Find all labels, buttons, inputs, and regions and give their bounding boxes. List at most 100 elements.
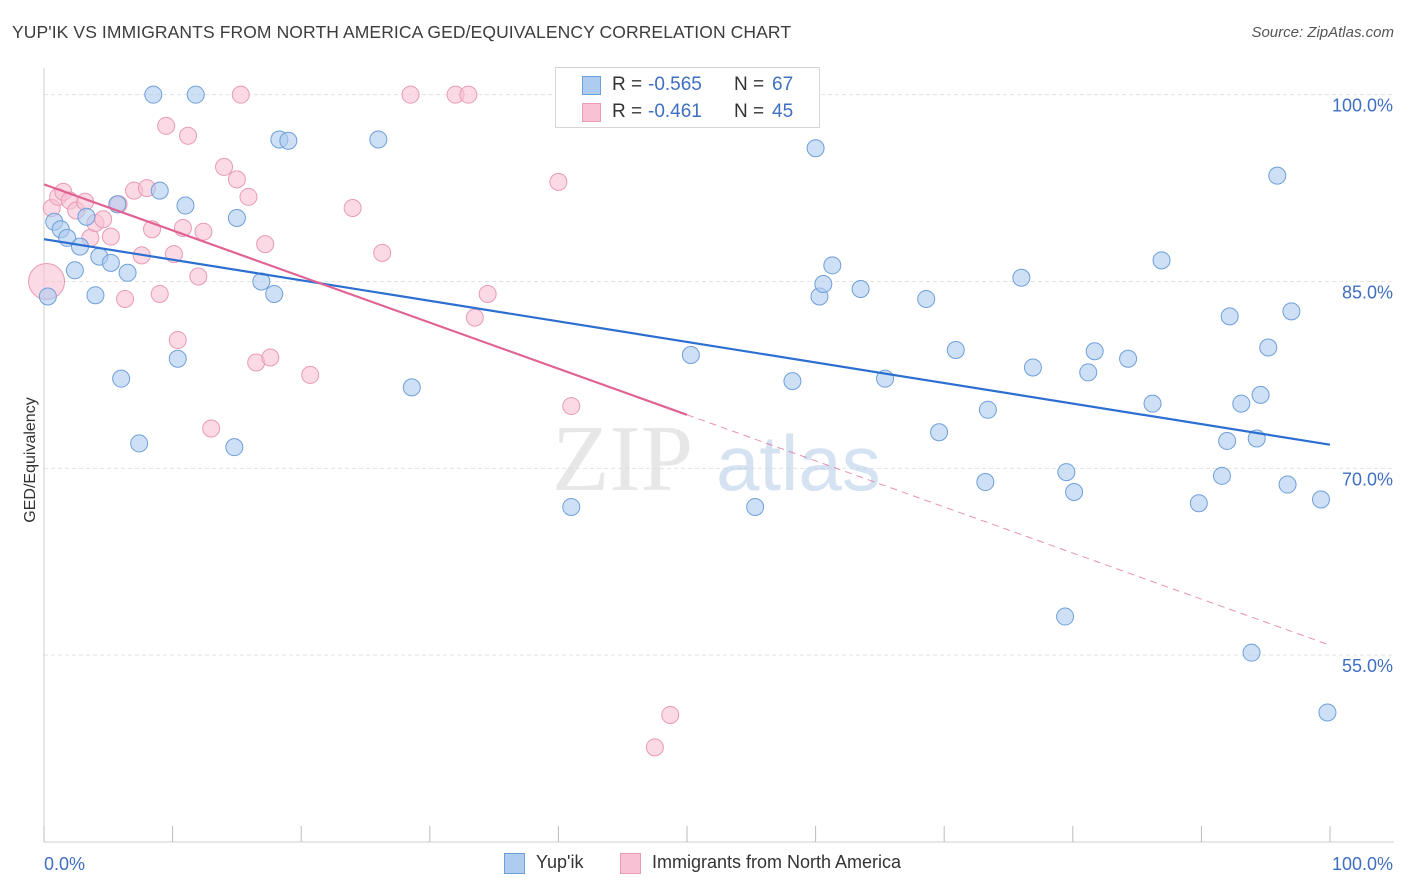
yupik-point [402, 378, 421, 397]
yupik-point [1311, 490, 1330, 509]
immigrants-trendline-dashed [686, 414, 1331, 646]
legend-swatch-blue [582, 76, 601, 95]
yupik-point [369, 130, 388, 149]
immigrants-trendline [43, 183, 688, 416]
immigrants-point [94, 210, 113, 229]
y-tick-label: 85.0% [1342, 283, 1393, 303]
source-label: Source: ZipAtlas.com [1251, 24, 1394, 41]
axes [43, 68, 1394, 843]
immigrants-point [562, 397, 581, 416]
immigrants-point [343, 199, 362, 218]
yupik-point [225, 438, 244, 457]
yupik-point [946, 341, 965, 360]
yupik-point [38, 287, 57, 306]
bottom-legend-label: Immigrants from North America [652, 852, 902, 872]
immigrants-point [150, 284, 169, 303]
y-tick-label: 100.0% [1332, 96, 1393, 116]
trendlines [43, 183, 1331, 646]
yupik-point [1189, 494, 1208, 513]
yupik-point [851, 279, 870, 298]
legend-r-label: R = [612, 74, 643, 95]
yupik-point [976, 473, 995, 492]
immigrants-point [645, 738, 664, 757]
yupik-point [917, 289, 936, 308]
yupik-point [1056, 607, 1075, 626]
immigrants-point [194, 222, 213, 241]
yupik-point [1232, 394, 1251, 413]
series-immigrants-points [28, 85, 680, 757]
immigrants-point [179, 126, 198, 145]
yupik-point [176, 196, 195, 215]
yupik-point [681, 345, 700, 364]
yupik-point [930, 423, 949, 442]
yupik-point [562, 497, 581, 516]
yupik-point [1085, 342, 1104, 361]
yupik-point [1318, 703, 1337, 722]
yupik-point [1212, 466, 1231, 485]
chart-title: YUP'IK VS IMMIGRANTS FROM NORTH AMERICA … [12, 22, 792, 42]
yupik-point [1012, 268, 1031, 287]
immigrants-point [373, 243, 392, 262]
watermark-zip: ZIP [552, 407, 693, 511]
yupik-point [1278, 475, 1297, 494]
legend-n-label: N = [734, 74, 765, 95]
immigrants-point [168, 331, 187, 350]
immigrants-point [227, 170, 246, 189]
immigrants-point [478, 284, 497, 303]
immigrants-point [157, 116, 176, 135]
yupik-point [144, 85, 163, 104]
legend-n-label: N = [734, 101, 765, 122]
yupik-point [130, 434, 149, 453]
y-tick-label: 55.0% [1342, 656, 1393, 676]
immigrants-point [401, 85, 420, 104]
yupik-point [1065, 483, 1084, 502]
immigrants-point [465, 308, 484, 327]
tick-labels: 55.0% 70.0% 85.0% 100.0% 0.0% 100.0% GED/Equiv… [22, 96, 1393, 874]
stats-legend: R = -0.565 N = 67 R = -0.461 N = 45 [555, 67, 820, 128]
yupik-point [1143, 394, 1162, 413]
yupik-point [806, 139, 825, 158]
yupik-point [1242, 643, 1261, 662]
yupik-point [1218, 431, 1237, 450]
yupik-point [118, 263, 137, 282]
immigrants-point [239, 187, 258, 206]
y-tick-label: 70.0% [1342, 469, 1393, 489]
yupik-point [1023, 358, 1042, 377]
grid [44, 94, 1394, 656]
yupik-point [1268, 166, 1287, 185]
yupik-point [168, 349, 187, 368]
yupik-point [814, 275, 833, 294]
immigrants-point [459, 85, 478, 104]
yupik-point [1079, 363, 1098, 382]
yupik-point [86, 286, 105, 305]
immigrants-point [202, 419, 221, 438]
bottom-legend-label: Yup'ik [536, 852, 584, 872]
yupik-point [186, 85, 205, 104]
immigrants-point [661, 705, 680, 724]
legend-r-value: -0.565 [648, 74, 702, 95]
yupik-point [1057, 463, 1076, 482]
x-tick-label: 100.0% [1332, 854, 1393, 874]
immigrants-point [215, 157, 234, 176]
yupik-point [101, 253, 120, 272]
yupik-point [1220, 307, 1239, 326]
immigrants-point [549, 172, 568, 191]
bottom-legend-swatch-pink [620, 853, 641, 874]
yupik-point [150, 181, 169, 200]
immigrants-point [101, 227, 120, 246]
immigrants-point [231, 85, 250, 104]
legend-swatch-pink [582, 103, 601, 122]
yupik-point [1152, 251, 1171, 270]
yupik-trendline [43, 238, 1331, 446]
yupik-point [265, 284, 284, 303]
immigrants-point [256, 235, 275, 254]
watermark: ZIP atlas [552, 407, 881, 511]
x-tick-label: 0.0% [44, 854, 85, 874]
yupik-point [978, 400, 997, 419]
immigrants-point [189, 267, 208, 286]
yupik-point [746, 497, 765, 516]
series-yupik-points [38, 85, 1337, 722]
yupik-point [823, 256, 842, 275]
yupik-point [112, 369, 131, 388]
